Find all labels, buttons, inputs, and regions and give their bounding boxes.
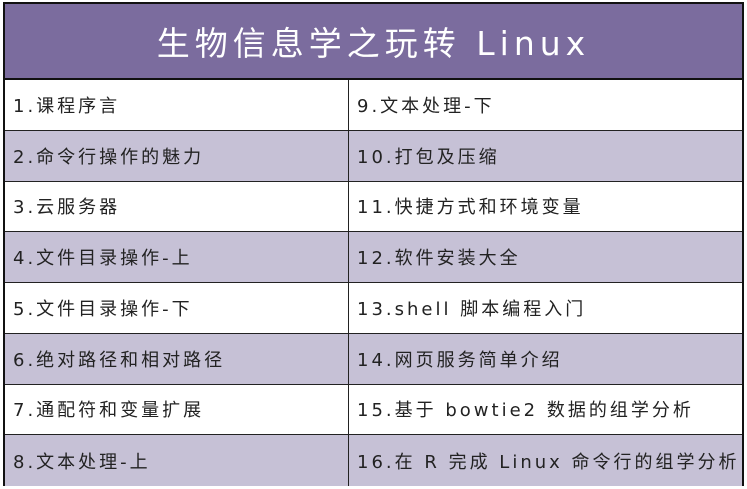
table-title: 生物信息学之玩转 Linux bbox=[5, 4, 742, 80]
course-item: 16.在 R 完成 Linux 命令行的组学分析 bbox=[349, 435, 742, 486]
course-item: 1.课程序言 bbox=[5, 80, 349, 131]
course-item: 11.快捷方式和环境变量 bbox=[349, 182, 742, 233]
course-item: 6.绝对路径和相对路径 bbox=[5, 333, 349, 385]
course-item: 12.软件安装大全 bbox=[349, 232, 742, 283]
course-item: 5.文件目录操作-下 bbox=[5, 283, 349, 334]
course-item: 10.打包及压缩 bbox=[349, 130, 742, 182]
course-item: 15.基于 bowtie2 数据的组学分析 bbox=[349, 385, 742, 436]
course-item: 9.文本处理-下 bbox=[349, 80, 742, 131]
course-item: 3.云服务器 bbox=[5, 181, 349, 233]
course-item: 14.网页服务简单介绍 bbox=[349, 333, 742, 385]
course-item: 2.命令行操作的魅力 bbox=[5, 130, 349, 182]
course-grid: 1.课程序言 9.文本处理-下 2.命令行操作的魅力 10.打包及压缩 3.云服务器 11… bbox=[5, 80, 742, 486]
course-item: 7.通配符和变量扩展 bbox=[5, 384, 349, 436]
course-item: 8.文本处理-上 bbox=[5, 435, 349, 486]
course-item: 13.shell 脚本编程入门 bbox=[349, 283, 742, 334]
course-table: 生物信息学之玩转 Linux 1.课程序言 9.文本处理-下 2.命令行操作的魅力 1… bbox=[3, 2, 744, 486]
course-item: 4.文件目录操作-上 bbox=[5, 232, 349, 283]
